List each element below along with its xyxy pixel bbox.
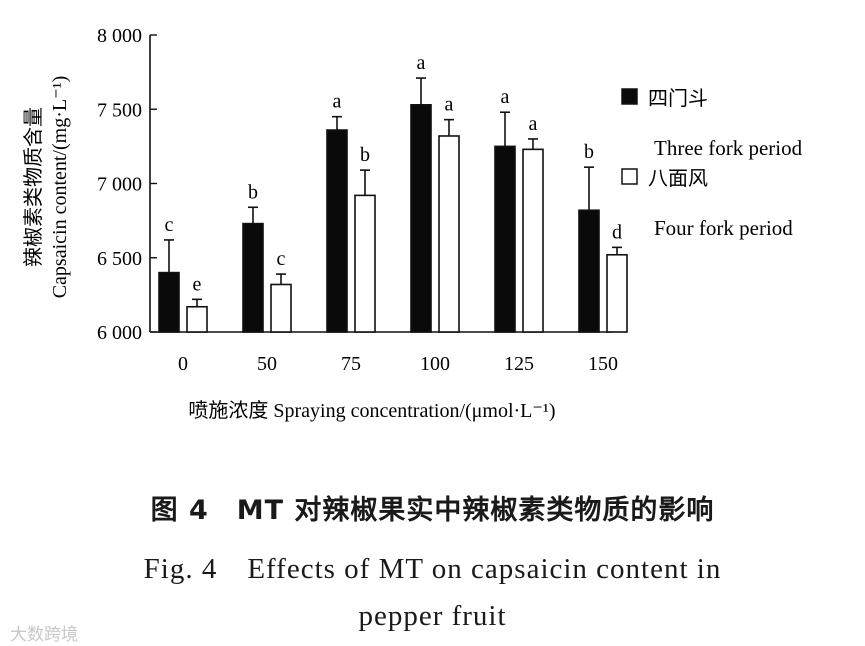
y-tick-label: 6 000 <box>97 322 142 344</box>
bar-three-fork <box>242 222 264 333</box>
significance-letter: a <box>333 91 342 113</box>
x-tick-label: 50 <box>257 353 277 375</box>
x-tick-label: 0 <box>178 353 188 375</box>
legend-swatch <box>621 88 638 105</box>
x-axis-label: 喷施浓度 Spraying concentration/(μmol·L⁻¹) <box>188 399 555 422</box>
significance-letter: b <box>584 141 594 163</box>
legend-label-cn: 八面风 <box>648 166 708 190</box>
figure-caption-en-line1: Fig. 4 Effects of MT on capsaicin conten… <box>143 553 722 585</box>
x-tick-label: 150 <box>588 353 618 375</box>
bar-three-fork <box>158 271 180 333</box>
significance-letter: c <box>277 248 286 270</box>
significance-letter: a <box>529 113 538 135</box>
bar-four-fork <box>270 283 292 333</box>
y-tick-label: 8 000 <box>97 25 142 47</box>
significance-letter: a <box>501 86 510 108</box>
significance-letter: b <box>248 181 258 203</box>
bar-four-fork <box>522 148 544 333</box>
y-tick-label: 7 000 <box>97 174 142 196</box>
significance-letter: e <box>193 273 202 295</box>
x-tick-label: 125 <box>504 353 534 375</box>
legend-swatch <box>621 168 638 185</box>
chart-legend: 四门斗 Three fork period 八面风 Four fork period <box>621 86 803 240</box>
y-tick-label: 7 500 <box>97 99 142 121</box>
x-tick-label: 100 <box>420 353 450 375</box>
figure-caption-cn: 图 4 MT 对辣椒果实中辣椒素类物质的影响 <box>150 495 715 526</box>
significance-letter: b <box>360 144 370 166</box>
legend-label-cn: 四门斗 <box>648 86 708 110</box>
significance-letter: a <box>417 52 426 74</box>
bar-three-fork <box>326 129 348 333</box>
y-axis-label-cn: 辣椒素类物质含量 <box>21 107 45 267</box>
y-tick-label: 6 500 <box>97 248 142 270</box>
significance-letter: a <box>445 94 454 116</box>
watermark: 大数跨境 <box>10 625 78 645</box>
bar-four-fork <box>438 135 460 333</box>
y-axis-label-en: Capsaicin content/(mg·L⁻¹) <box>49 76 71 299</box>
chart-axes: 6 000 6 500 7 000 7 500 8 000 0 50 75 100 125 150 <box>97 25 618 375</box>
bar-three-fork <box>494 145 516 333</box>
bar-four-fork <box>606 253 628 333</box>
figure-caption-en-line2: pepper fruit <box>358 600 507 632</box>
bar-four-fork <box>354 194 376 333</box>
significance-letter: d <box>612 221 622 243</box>
significance-letter: c <box>165 214 174 236</box>
bar-three-fork <box>578 209 600 333</box>
bar-four-fork <box>186 305 208 333</box>
legend-label-en: Three fork period <box>654 136 803 160</box>
legend-label-en: Four fork period <box>654 216 793 240</box>
x-tick-label: 75 <box>341 353 361 375</box>
bar-three-fork <box>410 103 432 333</box>
